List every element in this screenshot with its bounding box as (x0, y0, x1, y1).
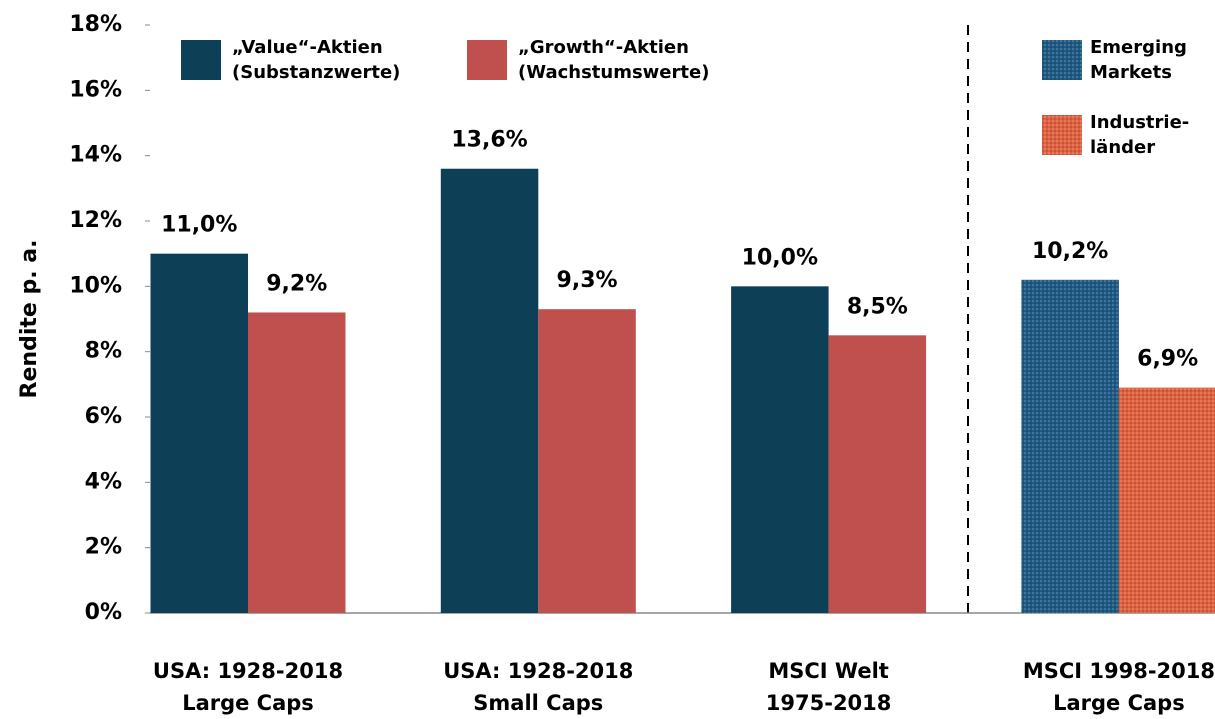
bar (731, 286, 829, 613)
x-tick-label: Large Caps (1053, 691, 1185, 715)
legend-label: (Wachstumswerte) (518, 62, 709, 83)
data-label: 6,9% (1137, 347, 1198, 372)
legend-label: „Value“-Aktien (232, 37, 383, 58)
x-tick-label: USA: 1928-2018 (443, 659, 633, 683)
y-tick-label: 14% (69, 143, 122, 168)
legend-label: (Substanzwerte) (232, 62, 400, 83)
x-tick-label: USA: 1928-2018 (153, 659, 343, 683)
bar (248, 312, 346, 613)
legend-label: Emerging (1090, 37, 1187, 58)
bar (440, 168, 539, 613)
data-label: 8,5% (847, 294, 908, 319)
x-tick-label: MSCI 1998-2018 (1023, 659, 1215, 683)
x-tick-label: Large Caps (182, 691, 314, 715)
data-label: 9,2% (266, 271, 327, 296)
y-axis-label: Rendite p. a. (17, 240, 42, 399)
y-tick-label: 2% (85, 535, 122, 560)
y-tick-label: 16% (69, 77, 122, 102)
legend-label: Markets (1090, 62, 1172, 83)
y-tick-label: 6% (85, 404, 122, 429)
data-label: 11,0% (161, 213, 237, 238)
legend-label: länder (1090, 137, 1155, 158)
y-tick-label: 4% (85, 469, 122, 494)
y-tick-label: 10% (69, 273, 122, 298)
legend-swatch (1042, 40, 1082, 80)
y-tick-label: 0% (85, 600, 122, 625)
bar (828, 335, 927, 613)
x-tick-label: MSCI Welt (768, 659, 888, 683)
bar (1021, 279, 1119, 613)
data-label: 9,3% (557, 268, 618, 293)
data-label: 10,0% (742, 245, 818, 270)
legend-swatch (467, 40, 507, 80)
legend-swatch (181, 40, 221, 80)
y-tick-label: 18% (69, 12, 122, 37)
data-label: 13,6% (451, 128, 527, 153)
legend-label: Industrie- (1090, 112, 1189, 133)
legend-label: „Growth“-Aktien (518, 37, 689, 58)
data-label: 10,2% (1032, 239, 1108, 264)
bar (538, 309, 636, 613)
x-tick-label: Small Caps (473, 691, 603, 715)
legend-swatch (1042, 115, 1082, 155)
y-tick-label: 12% (69, 208, 122, 233)
x-tick-label: 1975-2018 (766, 691, 892, 715)
bar (150, 253, 248, 613)
y-tick-label: 8% (85, 339, 122, 364)
bar (1118, 387, 1215, 613)
